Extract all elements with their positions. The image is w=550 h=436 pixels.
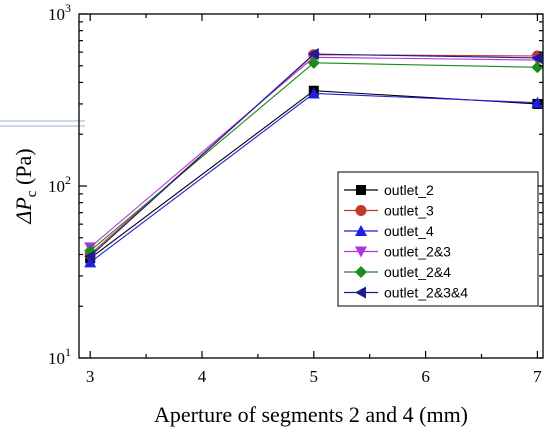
y-tick-label-exponent: 3: [65, 1, 71, 15]
legend-item: outlet_2&3&4: [344, 285, 468, 301]
legend-marker: [356, 185, 366, 195]
series-layer: [84, 48, 544, 268]
series-outlet_4: [84, 87, 544, 268]
legend-marker: [355, 225, 367, 236]
legend-marker: [355, 246, 367, 258]
y-tick-label: 103: [48, 1, 71, 24]
y-axis-title-sub: c: [24, 190, 40, 197]
legend-item: outlet_2&3: [344, 244, 451, 260]
y-axis-title-delta: Δ: [11, 211, 36, 225]
legend-item: outlet_4: [344, 223, 434, 239]
y-tick-label-base: 10: [48, 349, 65, 368]
y-tick-label-base: 10: [48, 5, 65, 24]
legend-box: [337, 171, 539, 307]
x-tick-label: 3: [86, 367, 95, 386]
y-tick-label: 102: [48, 173, 71, 196]
y-tick-label-exponent: 1: [65, 345, 71, 359]
y-axis-title-unit: (Pa): [11, 148, 36, 190]
legend-label: outlet_3: [384, 203, 434, 219]
legend-item: outlet_3: [344, 203, 434, 219]
y-tick-label-base: 10: [48, 177, 65, 196]
legend: outlet_2 outlet_3 outlet_4 outlet_2&3outlet…: [337, 171, 539, 307]
series-outlet_2-4: [84, 56, 544, 257]
legend-marker: [355, 266, 367, 278]
x-tick-label: 5: [310, 367, 319, 386]
y-axis-title-var: P: [11, 197, 36, 211]
legend-marker: [355, 286, 366, 299]
legend-label: outlet_2&3: [384, 244, 451, 260]
x-tick-label: 6: [421, 367, 430, 386]
x-tick-label: 4: [198, 367, 207, 386]
data-point: [531, 61, 544, 74]
legend-marker: [355, 205, 367, 216]
data-point: [531, 96, 544, 108]
data-point: [84, 256, 97, 268]
legend-item: outlet_2&4: [344, 264, 451, 280]
data-point: [531, 51, 543, 64]
data-point: [307, 56, 320, 69]
y-axis-title: ΔPc (Pa): [11, 148, 40, 224]
x-axis: 3 4 5 6 7: [86, 14, 542, 386]
x-axis-title: Aperture of segments 2 and 4 (mm): [154, 402, 468, 427]
x-tick-label: 7: [533, 367, 542, 386]
y-tick-label: 101: [48, 345, 71, 368]
data-point: [307, 48, 319, 61]
data-point: [84, 250, 96, 263]
legend-label: outlet_2: [384, 182, 434, 198]
legend-items: outlet_2 outlet_3 outlet_4 outlet_2&3outlet…: [344, 182, 468, 301]
legend-item: outlet_2: [344, 182, 434, 198]
legend-label: outlet_2&4: [384, 264, 451, 280]
data-point: [307, 87, 320, 99]
y-tick-label-exponent: 2: [65, 173, 71, 187]
legend-label: outlet_2&3&4: [384, 285, 468, 301]
series-outlet_2-3-4: [84, 48, 543, 263]
legend-label: outlet_4: [384, 223, 434, 239]
